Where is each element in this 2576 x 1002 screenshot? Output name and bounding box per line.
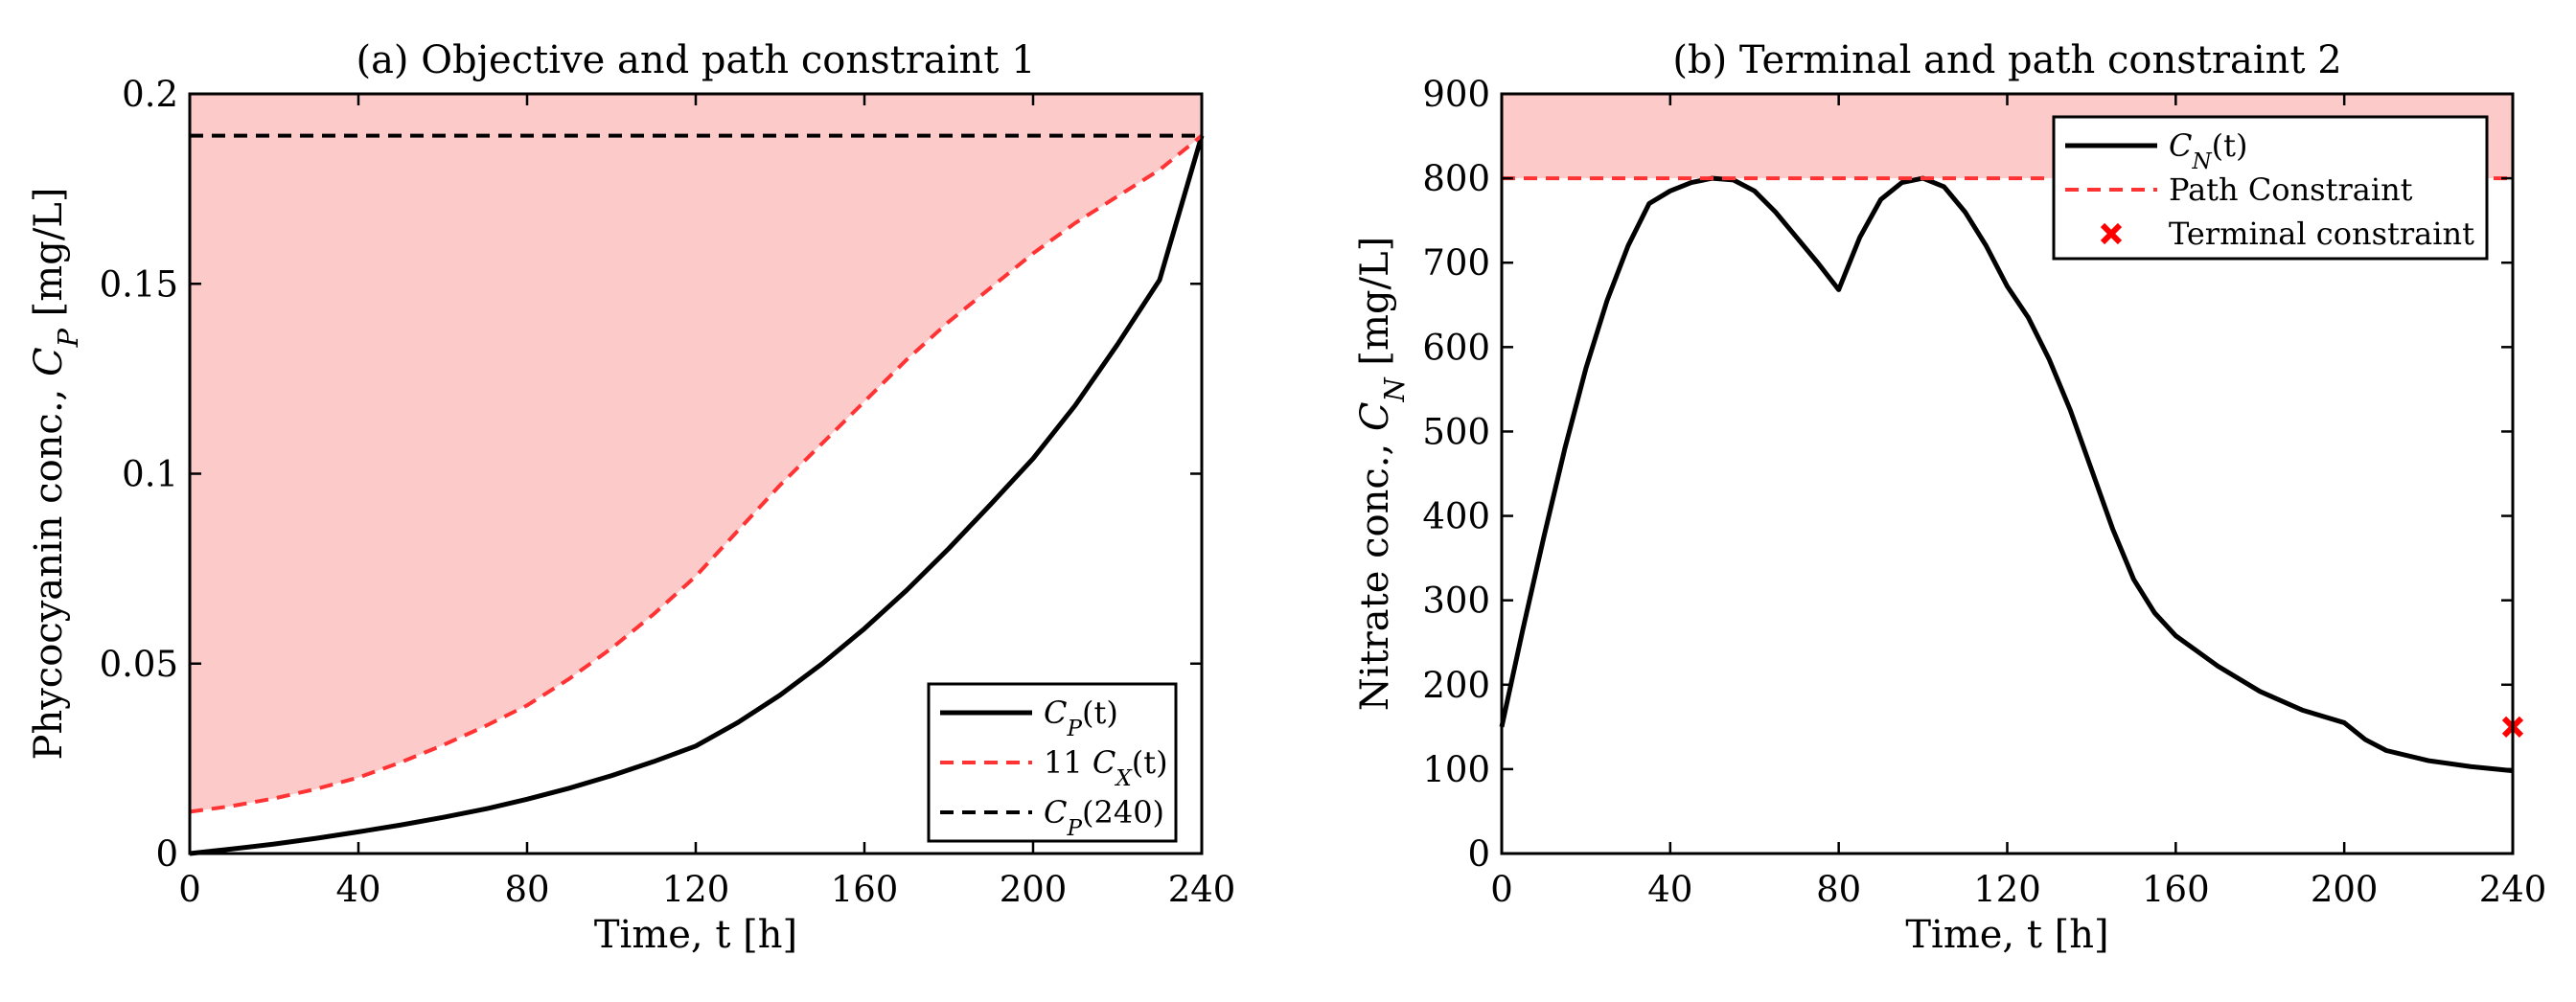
legend-box: [2052, 115, 2489, 261]
x-tick-label: 200: [1000, 869, 1068, 910]
legend: CP(t)11 CX(t)CP(240): [927, 682, 1178, 843]
y-tick-label: 300: [1422, 581, 1490, 622]
legend-label: CP(240): [1044, 794, 1164, 841]
legend-swatch-marker: [2100, 222, 2123, 245]
x-axis-label: Time, t [h]: [1905, 913, 2108, 957]
series-line-1: [189, 134, 1204, 814]
legend-label: 11 CX(t): [1044, 744, 1168, 791]
chart-title: (a) Objective and path constraint 1: [356, 38, 1035, 82]
y-tick-label: 100: [1422, 749, 1490, 790]
x-tick-label: 240: [1168, 869, 1236, 910]
x-tick-label: 200: [2311, 869, 2379, 910]
x-axis-label: Time, t [h]: [594, 913, 797, 957]
y-tick-label: 200: [1422, 665, 1490, 706]
panel-a: 0 40 80 120 160 200 240 0 0.05 0.1 0.15 0.2 (a) Obje…: [27, 38, 1235, 957]
x-tick-label: 80: [504, 869, 549, 910]
y-tick-label: 0.15: [100, 263, 178, 305]
x-tick-label: 240: [2479, 869, 2547, 910]
x-tick-label: 0: [1490, 869, 1513, 910]
legend-label: CN(t): [2169, 127, 2247, 174]
chart-title: (b) Terminal and path constraint 2: [1672, 38, 2341, 82]
legend-label: CP(t): [1044, 695, 1118, 741]
x-tick-label: 0: [178, 869, 201, 910]
y-axis-label: Nitrate conc., CN [mg/L]: [1353, 237, 1411, 711]
y-tick-label: 900: [1422, 74, 1490, 115]
x-tick-label: 120: [1973, 869, 2041, 910]
y-tick-label: 600: [1422, 327, 1490, 368]
y-tick-label: 500: [1422, 411, 1490, 452]
y-tick-label: 400: [1422, 496, 1490, 537]
x-tick-label: 160: [831, 869, 899, 910]
x-tick-label: 80: [1816, 869, 1861, 910]
legend: CN(t)Path Constraint Terminal constraint: [2052, 115, 2489, 261]
y-tick-label: 0: [155, 833, 178, 875]
y-tick-label: 0.1: [122, 454, 178, 495]
series-line-0: [189, 134, 1205, 856]
y-tick-label: 0: [1467, 833, 1490, 875]
series-line-0: [1499, 175, 2514, 774]
panel-b: 0 40 80 120 160 200 240 0 100 200 300 400 500 600 700 8…: [1353, 38, 2546, 957]
y-axis-label: Phycocyanin conc., CP [mg/L]: [27, 188, 84, 761]
x-tick-label: 40: [1647, 869, 1692, 910]
y-tick-label: 0.2: [122, 74, 178, 115]
y-tick-label: 0.05: [100, 644, 178, 685]
legend-label: Terminal constraint: [2169, 216, 2474, 252]
legend-label: Path Constraint: [2169, 171, 2413, 208]
y-tick-label: 800: [1422, 158, 1490, 199]
x-tick-label: 40: [335, 869, 380, 910]
y-tick-label: 700: [1422, 242, 1490, 284]
x-tick-label: 120: [662, 869, 730, 910]
shaded-region: [190, 94, 1202, 812]
x-tick-label: 160: [2142, 869, 2210, 910]
